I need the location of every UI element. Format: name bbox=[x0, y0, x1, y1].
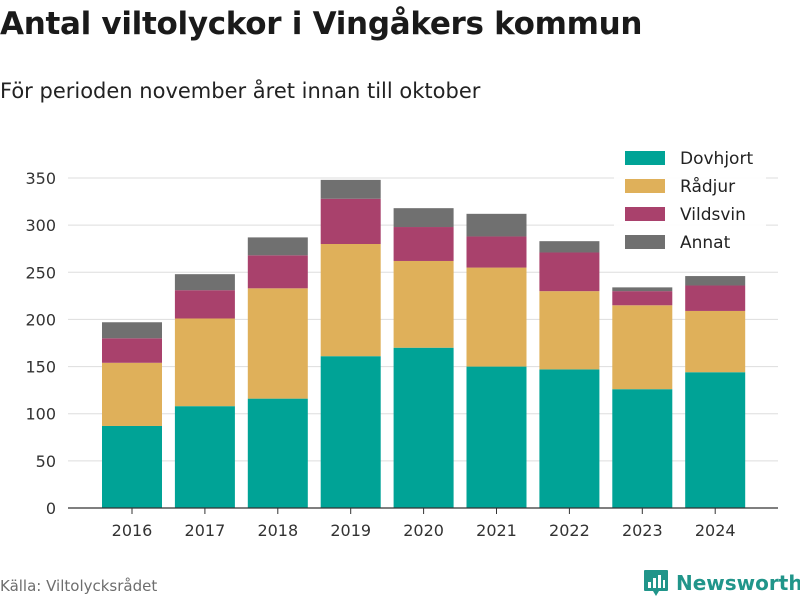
bar-segment-dovhjort bbox=[612, 389, 673, 508]
bar-segment-annat bbox=[539, 241, 600, 253]
bar-segment-dovhjort bbox=[393, 347, 454, 508]
bar-segment-annat bbox=[174, 274, 235, 291]
legend-swatch-rådjur bbox=[625, 179, 665, 193]
legend-label: Annat bbox=[680, 233, 731, 253]
bar-segment-dovhjort bbox=[320, 356, 381, 508]
y-tick-label: 300 bbox=[25, 216, 56, 235]
bar-segment-rådjur bbox=[320, 244, 381, 357]
bar-segment-rådjur bbox=[685, 310, 746, 373]
y-tick-label: 350 bbox=[25, 169, 56, 188]
x-tick-label: 2016 bbox=[112, 521, 153, 540]
y-tick-label: 50 bbox=[36, 452, 56, 471]
bar-segment-vildsvin bbox=[174, 290, 235, 319]
bar-segment-vildsvin bbox=[320, 198, 381, 244]
brand-logo: Newsworthy bbox=[643, 569, 800, 597]
x-tick-label: 2019 bbox=[330, 521, 371, 540]
bar-segment-annat bbox=[247, 237, 308, 256]
bar-segment-dovhjort bbox=[466, 366, 527, 508]
x-tick-label: 2024 bbox=[695, 521, 736, 540]
bar-segment-rådjur bbox=[102, 362, 162, 426]
bar-segment-vildsvin bbox=[102, 338, 162, 363]
bar-segment-rådjur bbox=[539, 291, 600, 370]
bar-segment-rådjur bbox=[612, 305, 673, 390]
legend-label: Dovhjort bbox=[680, 149, 753, 169]
bar-chart-logo-icon bbox=[644, 570, 668, 596]
y-tick-label: 0 bbox=[46, 499, 56, 518]
bar-segment-rådjur bbox=[466, 267, 527, 367]
bar-segment-rådjur bbox=[393, 260, 454, 348]
y-tick-label: 200 bbox=[25, 310, 56, 329]
page-title: Antal viltolyckor i Vingåkers kommun bbox=[0, 6, 643, 42]
bar-segment-dovhjort bbox=[539, 369, 600, 508]
brand-name: Newsworthy bbox=[676, 571, 800, 595]
bar-segment-vildsvin bbox=[247, 255, 308, 289]
bar-segment-annat bbox=[685, 276, 746, 286]
bar-segment-dovhjort bbox=[685, 372, 746, 508]
bar-segment-rådjur bbox=[174, 318, 235, 407]
legend-swatch-annat bbox=[625, 235, 665, 249]
bar-segment-annat bbox=[102, 322, 162, 339]
x-tick-label: 2021 bbox=[476, 521, 517, 540]
bar-segment-rådjur bbox=[247, 288, 308, 399]
bar-segment-dovhjort bbox=[102, 425, 162, 508]
bar-segment-annat bbox=[393, 208, 454, 228]
x-tick-label: 2017 bbox=[185, 521, 226, 540]
legend-label: Rådjur bbox=[680, 176, 735, 197]
bar-segment-vildsvin bbox=[685, 285, 746, 311]
legend-swatch-dovhjort bbox=[625, 151, 665, 165]
bar-segment-annat bbox=[612, 287, 673, 292]
legend-swatch-vildsvin bbox=[625, 207, 665, 221]
bar-segment-dovhjort bbox=[174, 406, 235, 508]
legend-label: Vildsvin bbox=[680, 205, 746, 225]
source-note: Källa: Viltolycksrådet bbox=[0, 577, 158, 595]
bar-segment-vildsvin bbox=[393, 227, 454, 261]
legend: Dovhjort Rådjur Vildsvin Annat bbox=[614, 142, 766, 262]
x-tick-label: 2018 bbox=[257, 521, 298, 540]
x-tick-label: 2023 bbox=[622, 521, 663, 540]
page-subtitle: För perioden november året innan till ok… bbox=[0, 79, 481, 103]
y-tick-label: 100 bbox=[25, 405, 56, 424]
bar-segment-dovhjort bbox=[247, 398, 308, 508]
y-axis-ticks: 0 50 100 150 200 250 300 350 bbox=[25, 169, 56, 518]
bar-segment-vildsvin bbox=[539, 252, 600, 292]
bars bbox=[102, 179, 746, 508]
x-tick-label: 2020 bbox=[403, 521, 444, 540]
bar-segment-vildsvin bbox=[612, 291, 673, 306]
x-axis-ticks: 2016 2017 2018 2019 2020 2021 2022 2023 2024 bbox=[112, 508, 736, 540]
bar-segment-annat bbox=[466, 213, 527, 237]
bar-segment-vildsvin bbox=[466, 236, 527, 268]
x-tick-label: 2022 bbox=[549, 521, 590, 540]
y-tick-label: 250 bbox=[25, 263, 56, 282]
bar-segment-annat bbox=[320, 179, 381, 199]
y-tick-label: 150 bbox=[25, 358, 56, 377]
